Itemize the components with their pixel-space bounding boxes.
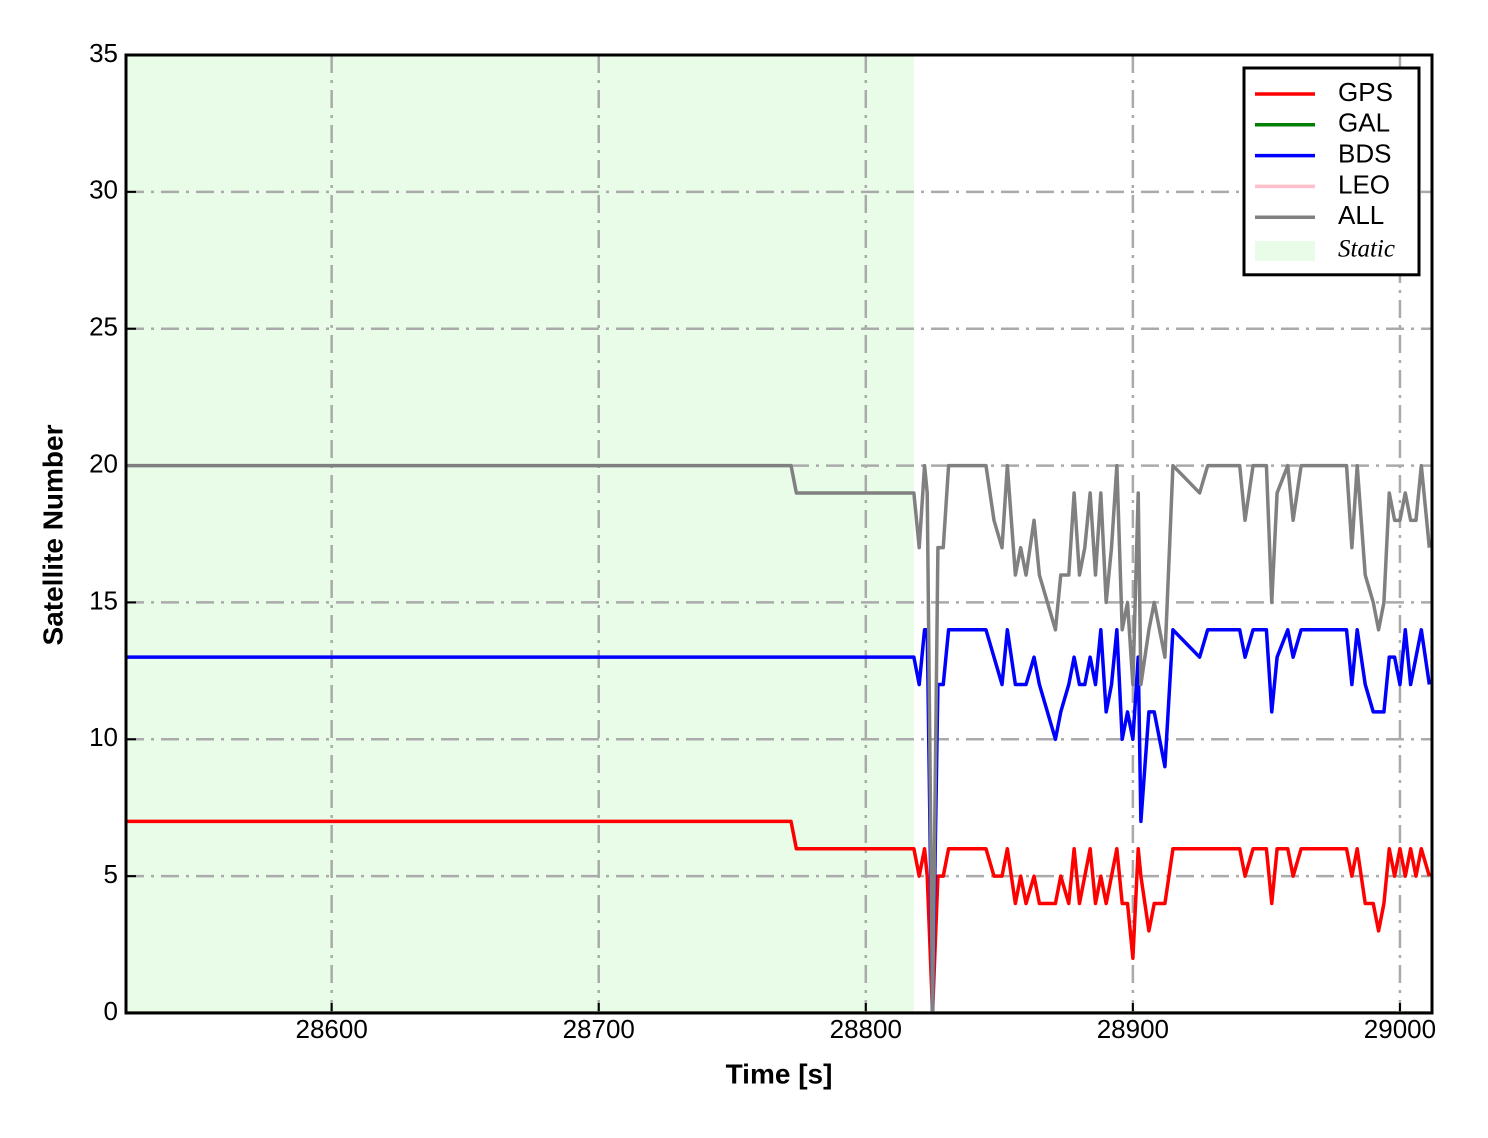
legend-label: BDS xyxy=(1338,138,1391,168)
legend-box xyxy=(1242,66,1421,277)
legend-swatch xyxy=(1255,241,1315,261)
x-axis-label: Time [s] xyxy=(726,1058,833,1089)
legend-label: ALL xyxy=(1338,200,1384,230)
x-tick-label: 28800 xyxy=(830,1014,902,1044)
series-line xyxy=(126,628,1432,1013)
x-tick-label: 28900 xyxy=(1097,1014,1169,1044)
y-axis-label: Satellite Number xyxy=(37,424,68,645)
y-tick-label: 5 xyxy=(104,859,118,889)
legend-label: LEO xyxy=(1338,169,1390,199)
series-line xyxy=(126,463,1432,1013)
y-tick-label: 15 xyxy=(89,585,118,615)
y-tick-label: 10 xyxy=(89,722,118,752)
plot-frame xyxy=(124,53,1434,1015)
legend-label: Static xyxy=(1338,236,1395,263)
y-tick-label: 0 xyxy=(104,996,118,1026)
x-tick-label: 28700 xyxy=(563,1014,635,1044)
y-tick-label: 20 xyxy=(89,448,118,478)
legend-label: GAL xyxy=(1338,108,1390,138)
x-tick-label: 28600 xyxy=(295,1014,367,1044)
y-tick-label: 25 xyxy=(89,312,118,342)
series-line xyxy=(126,819,1432,1013)
static-region xyxy=(126,55,914,1013)
y-tick-label: 30 xyxy=(89,175,118,205)
legend-label: GPS xyxy=(1338,77,1393,107)
x-tick-label: 29000 xyxy=(1364,1014,1436,1044)
y-tick-label: 35 xyxy=(89,38,118,68)
